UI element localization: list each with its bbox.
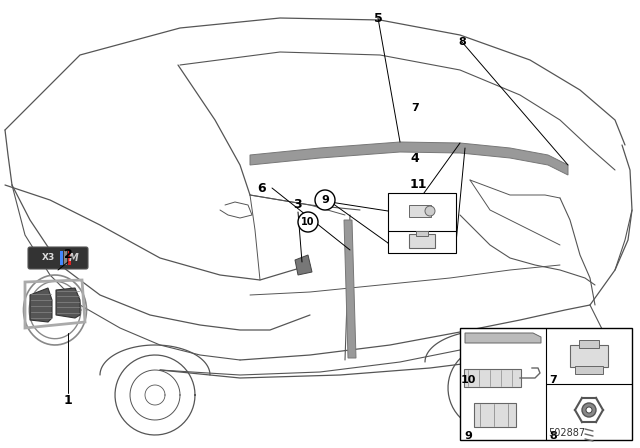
FancyBboxPatch shape (416, 231, 428, 236)
FancyBboxPatch shape (409, 234, 435, 248)
Polygon shape (295, 255, 312, 275)
FancyBboxPatch shape (464, 369, 521, 387)
Polygon shape (250, 142, 568, 175)
FancyBboxPatch shape (64, 251, 67, 265)
Circle shape (586, 407, 592, 413)
FancyBboxPatch shape (575, 366, 603, 374)
Text: 5: 5 (374, 12, 382, 25)
Text: M: M (69, 253, 79, 263)
Text: 11: 11 (409, 178, 427, 191)
Text: 8: 8 (549, 431, 557, 441)
FancyBboxPatch shape (409, 205, 431, 217)
FancyBboxPatch shape (579, 340, 599, 348)
Polygon shape (56, 288, 80, 318)
Text: 9: 9 (321, 195, 329, 205)
Text: 502887: 502887 (548, 428, 585, 438)
FancyBboxPatch shape (60, 251, 63, 265)
Text: 8: 8 (458, 37, 466, 47)
Text: 1: 1 (63, 393, 72, 406)
Text: 10: 10 (460, 375, 476, 385)
Polygon shape (465, 333, 541, 343)
Polygon shape (344, 220, 356, 358)
Text: 4: 4 (411, 151, 419, 164)
FancyBboxPatch shape (388, 193, 456, 253)
Text: 6: 6 (258, 181, 266, 194)
Text: 3: 3 (294, 198, 302, 211)
FancyBboxPatch shape (28, 247, 88, 269)
Text: X3: X3 (42, 254, 54, 263)
Text: 2: 2 (63, 249, 72, 262)
Circle shape (298, 212, 318, 232)
Circle shape (582, 403, 596, 417)
FancyBboxPatch shape (460, 328, 632, 440)
FancyBboxPatch shape (68, 251, 71, 265)
FancyBboxPatch shape (570, 345, 608, 367)
Text: 10: 10 (301, 217, 315, 227)
Text: 9: 9 (464, 431, 472, 441)
Text: 7: 7 (549, 375, 557, 385)
Circle shape (425, 206, 435, 216)
Circle shape (315, 190, 335, 210)
FancyBboxPatch shape (474, 403, 516, 427)
Polygon shape (30, 288, 52, 322)
Text: 7: 7 (411, 103, 419, 113)
